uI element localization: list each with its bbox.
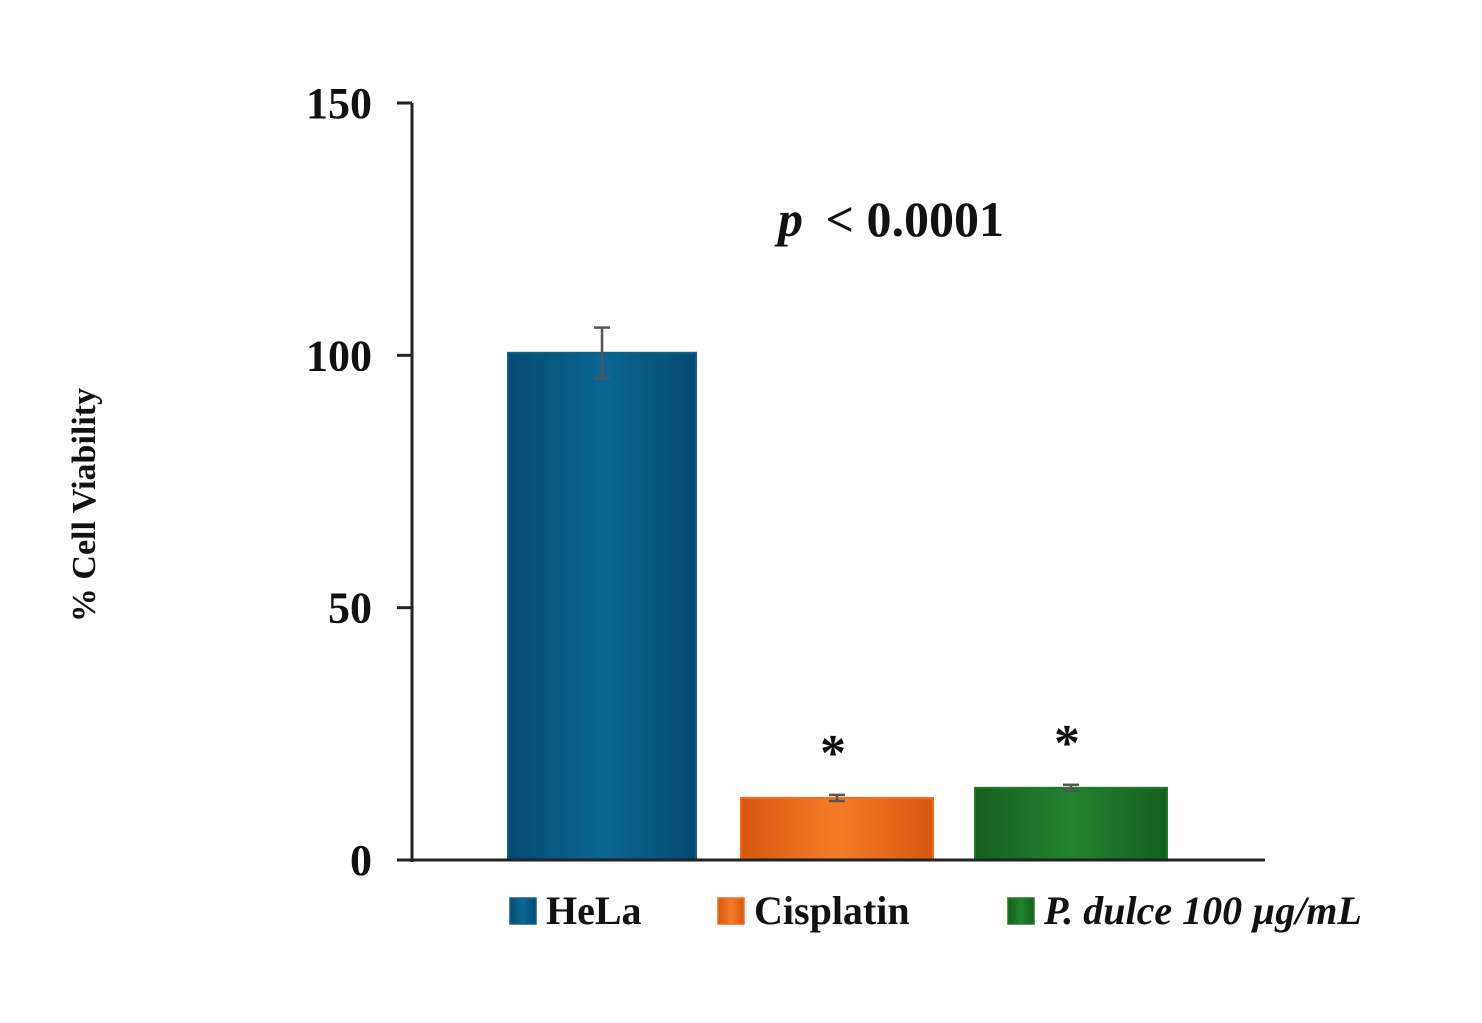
y-tick-label: 50 (328, 584, 372, 633)
legend-label-1: HeLa (546, 888, 642, 933)
error-bar-1 (594, 326, 610, 380)
error-bar-3 (1063, 783, 1079, 793)
legend: HeLa Cisplatin P. dulce 100 µg/mL (509, 888, 1362, 933)
significance-star-3: * (1054, 715, 1080, 772)
p-symbol: p (774, 191, 803, 247)
bar-1 (507, 351, 697, 861)
y-tick-label: 150 (306, 79, 372, 128)
p-value-text: < 0.0001 (826, 191, 1005, 247)
bar-3 (974, 786, 1168, 861)
error-bar-2 (829, 793, 845, 803)
legend-swatch-1 (509, 897, 537, 925)
bar-2 (740, 796, 934, 862)
legend-swatch-3 (1007, 897, 1035, 925)
y-tick-label: 100 (306, 331, 372, 380)
significance-star-2: * (820, 725, 846, 782)
legend-label-2: Cisplatin (754, 888, 910, 933)
legend-label-3: P. dulce 100 µg/mL (1043, 888, 1362, 933)
legend-swatch-2 (717, 897, 745, 925)
p-value-annotation: p < 0.0001 (774, 191, 1004, 247)
y-tick-label: 0 (350, 836, 372, 885)
y-axis-label: % Cell Viability (66, 388, 103, 622)
